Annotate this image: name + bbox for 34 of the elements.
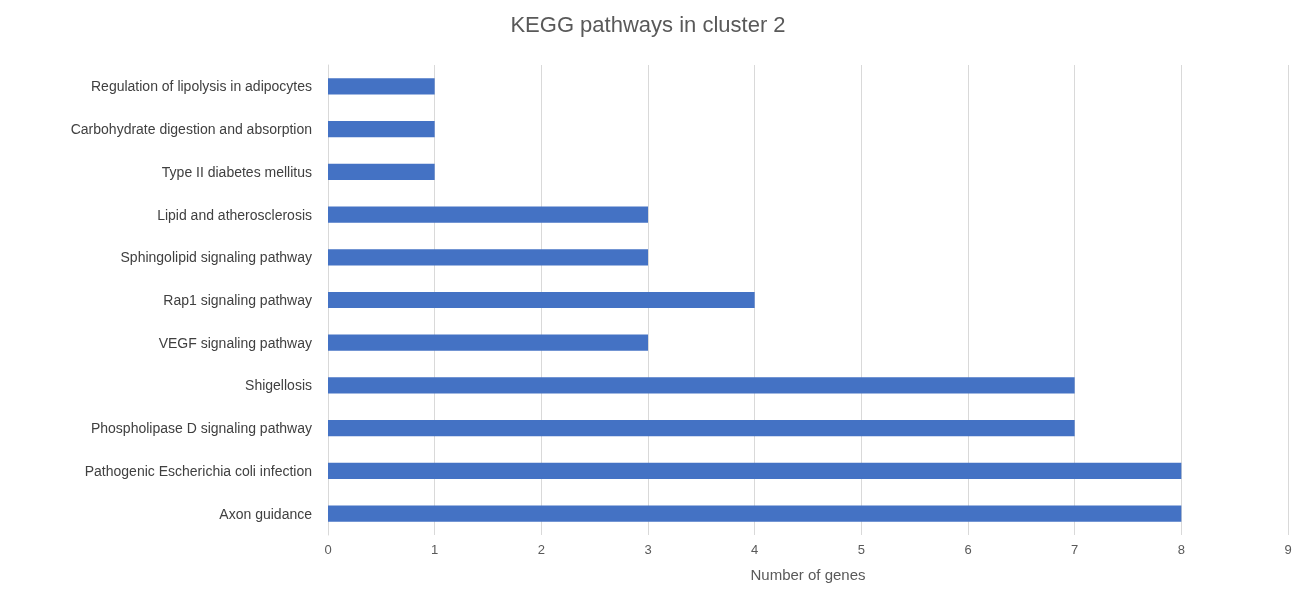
- bar: [328, 120, 435, 138]
- y-tick-label: Rap1 signaling pathway: [163, 292, 312, 308]
- bar: [328, 505, 1182, 522]
- bar: [328, 78, 435, 95]
- bar: [328, 163, 435, 180]
- x-tick-label: 2: [537, 542, 545, 557]
- y-tick-label: Pathogenic Escherichia coli infection: [84, 462, 312, 479]
- bar: [328, 249, 648, 266]
- y-tick-label: Shigellosis: [245, 377, 312, 394]
- x-tick-label: 4: [751, 542, 759, 557]
- chart-title: KEGG pathways in cluster 2: [510, 11, 786, 37]
- x-tick-label: 1: [431, 542, 439, 557]
- bar: [328, 462, 1182, 480]
- y-tick-label: VEGF signaling pathway: [158, 334, 312, 351]
- x-tick-label: 5: [857, 542, 865, 557]
- y-tick-label: Lipid and atherosclerosis: [157, 206, 312, 223]
- bar: [328, 377, 1075, 394]
- y-tick-label: Regulation of lipolysis in adipocytes: [90, 78, 312, 95]
- bar: [328, 291, 755, 309]
- x-tick-label: 3: [644, 542, 652, 557]
- bar: [328, 334, 648, 351]
- y-tick-label: Type II diabetes mellitus: [161, 163, 312, 180]
- y-tick-label: Phospholipase D signaling pathway: [90, 420, 312, 437]
- bar: [328, 420, 1075, 437]
- y-tick-label: Axon guidance: [219, 505, 313, 522]
- x-tick-label: 8: [1177, 542, 1185, 557]
- x-tick-label: 7: [1071, 542, 1079, 557]
- x-tick-label: 9: [1284, 542, 1292, 557]
- y-tick-label: Carbohydrate digestion and absorption: [70, 121, 312, 138]
- y-tick-label: Sphingolipid signaling pathway: [120, 249, 312, 266]
- x-tick-label: 0: [324, 542, 332, 557]
- x-tick-label: 6: [964, 542, 972, 557]
- x-axis-title: Number of genes: [750, 566, 866, 583]
- bar: [328, 206, 648, 223]
